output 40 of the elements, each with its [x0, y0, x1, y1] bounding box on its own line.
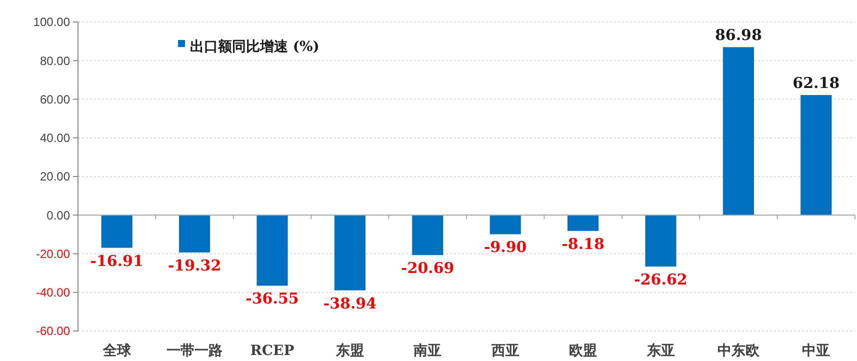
text: -9.90	[484, 238, 527, 256]
bar	[722, 47, 754, 216]
text: -8.18	[562, 234, 604, 253]
x-tick-label: 中亚	[802, 343, 830, 359]
bar	[645, 215, 676, 267]
bar	[101, 215, 132, 248]
y-tick-label: 0.00	[46, 208, 70, 222]
x-tick-label: 一带一路	[166, 343, 223, 359]
x-tick-label: 欧盟	[569, 343, 598, 359]
y-tick-label: 100.00	[33, 15, 70, 30]
text: -36.55	[246, 290, 299, 308]
text: -20.69	[401, 259, 454, 278]
y-tick-label: -20.00	[36, 246, 70, 261]
y-tick-label: -40.00	[36, 286, 70, 300]
bar	[256, 215, 288, 286]
text: -16.91	[90, 252, 144, 270]
y-tick-label: -60.00	[36, 324, 70, 338]
bar	[412, 215, 444, 256]
text: 62.18	[792, 74, 840, 92]
text: -19.32	[168, 256, 222, 274]
y-tick-label: 60.00	[40, 92, 70, 106]
bar	[800, 95, 832, 216]
text: 86.98	[714, 26, 762, 44]
x-tick-label: 全球	[102, 343, 132, 359]
x-tick-label: 东盟	[334, 342, 364, 359]
bar	[334, 215, 366, 290]
text: -38.94	[323, 294, 377, 312]
bar	[490, 215, 521, 234]
x-tick-label: 西亚	[490, 343, 520, 359]
x-tick-label: 南亚	[412, 343, 442, 359]
y-tick-label: 20.00	[40, 170, 70, 184]
legend-label: 出口额同比增速 (%)	[190, 38, 320, 55]
x-tick-label: RCEP	[250, 343, 295, 359]
x-tick-label: 东亚	[646, 342, 675, 359]
text: -26.62	[634, 270, 688, 289]
y-tick-label: 40.00	[40, 131, 70, 146]
y-tick-label: 80.00	[40, 54, 70, 68]
bar	[179, 215, 210, 252]
bar	[568, 215, 599, 231]
x-tick-label: 中东欧	[717, 342, 760, 359]
